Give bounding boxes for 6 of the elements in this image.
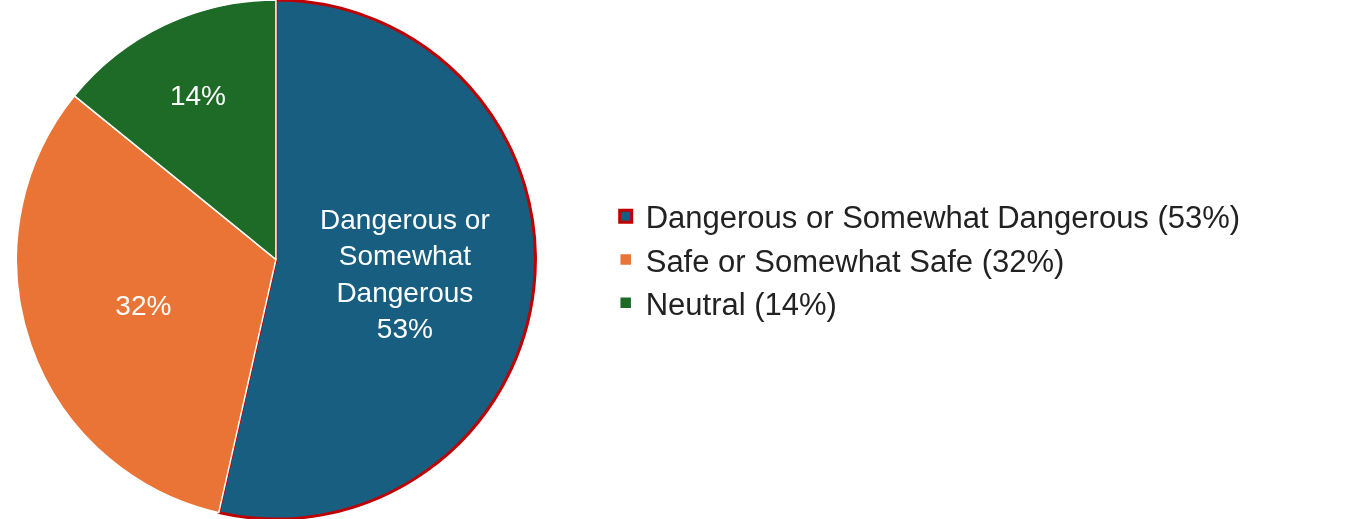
legend-label: Safe or Somewhat Safe (32%) xyxy=(645,243,1065,279)
data-label: 14% xyxy=(169,80,226,112)
data-label: Dangerous or Somewhat Dangerous 53% xyxy=(320,203,490,344)
data-label: 32% xyxy=(115,289,172,321)
legend-label: Dangerous or Somewhat Dangerous (53%) xyxy=(645,200,1241,236)
legend-label: Neutral (14%) xyxy=(645,286,837,322)
